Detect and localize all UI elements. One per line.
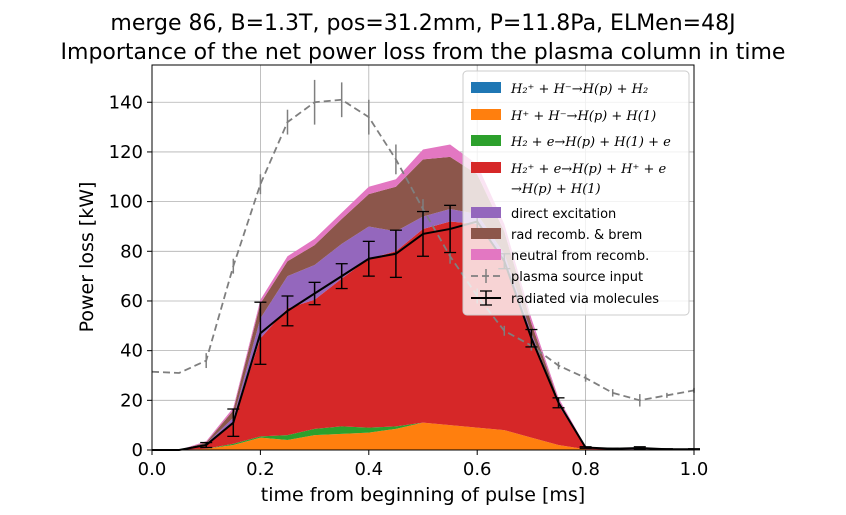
x-tick-label: 0.4	[354, 459, 383, 480]
y-tick-label: 0	[132, 440, 143, 461]
legend: H₂⁺ + H⁻→H(p) + H₂ H⁺ + H⁻→H(p) + H(1) H₂ …	[462, 70, 690, 316]
legend-label: H₂⁺ + e→H(p) + H⁺ + e	[510, 162, 666, 177]
legend-label: rad recomb. & brem	[511, 228, 642, 243]
legend-patch-4	[471, 207, 501, 218]
chart-title-line2: Importance of the net power loss from th…	[61, 40, 786, 65]
plot-frame	[151, 64, 695, 451]
chart-title-line1: merge 86, B=1.3T, pos=31.2mm, P=11.8Pa, …	[110, 11, 735, 36]
legend-patch-6	[471, 249, 501, 260]
y-tick-label: 20	[120, 390, 143, 411]
y-tick-label: 40	[120, 341, 143, 362]
legend-label: radiated via molecules	[511, 292, 659, 307]
legend-label: neutral from recomb.	[511, 249, 649, 264]
legend-label: direct excitation	[511, 207, 616, 222]
series-line	[151, 98, 695, 402]
y-axis-label: Power loss [kW]	[76, 182, 98, 333]
legend-patch-3	[471, 162, 501, 173]
legend-label: plasma source input	[511, 270, 643, 285]
x-tick-label: 1.0	[680, 459, 709, 480]
legend-label: H₂⁺ + H⁻→H(p) + H₂	[510, 82, 648, 97]
y-tick-label: 100	[109, 192, 143, 213]
legend-patch-5	[471, 228, 501, 239]
legend-box	[462, 70, 690, 316]
x-axis-label: time from beginning of pulse [ms]	[261, 484, 585, 506]
legend-patch-1	[471, 109, 501, 120]
y-tick-label: 80	[120, 241, 143, 262]
x-tick-label: 0.6	[463, 459, 492, 480]
legend-label: →H(p) + H(1)	[511, 182, 601, 197]
x-tick-label: 0.2	[246, 459, 275, 480]
x-tick-label: 0.8	[571, 459, 600, 480]
area-series-1	[152, 422, 694, 450]
y-tick-label: 60	[120, 291, 143, 312]
series-line	[152, 220, 694, 451]
legend-patch-2	[471, 135, 501, 146]
axis-ticks: 0.0 0.2 0.4 0.6 0.8 1.0 0 20 40 60 80 100 120 140	[109, 92, 709, 480]
legend-label: H⁺ + H⁻→H(p) + H(1)	[510, 109, 656, 124]
y-tick-label: 120	[109, 142, 143, 163]
legend-patch-0	[471, 82, 501, 93]
x-tick-label: 0.0	[138, 459, 167, 480]
y-tick-label: 140	[109, 92, 143, 113]
legend-label: H₂ + e→H(p) + H(1) + e	[510, 135, 671, 150]
area-series-3	[152, 221, 694, 450]
